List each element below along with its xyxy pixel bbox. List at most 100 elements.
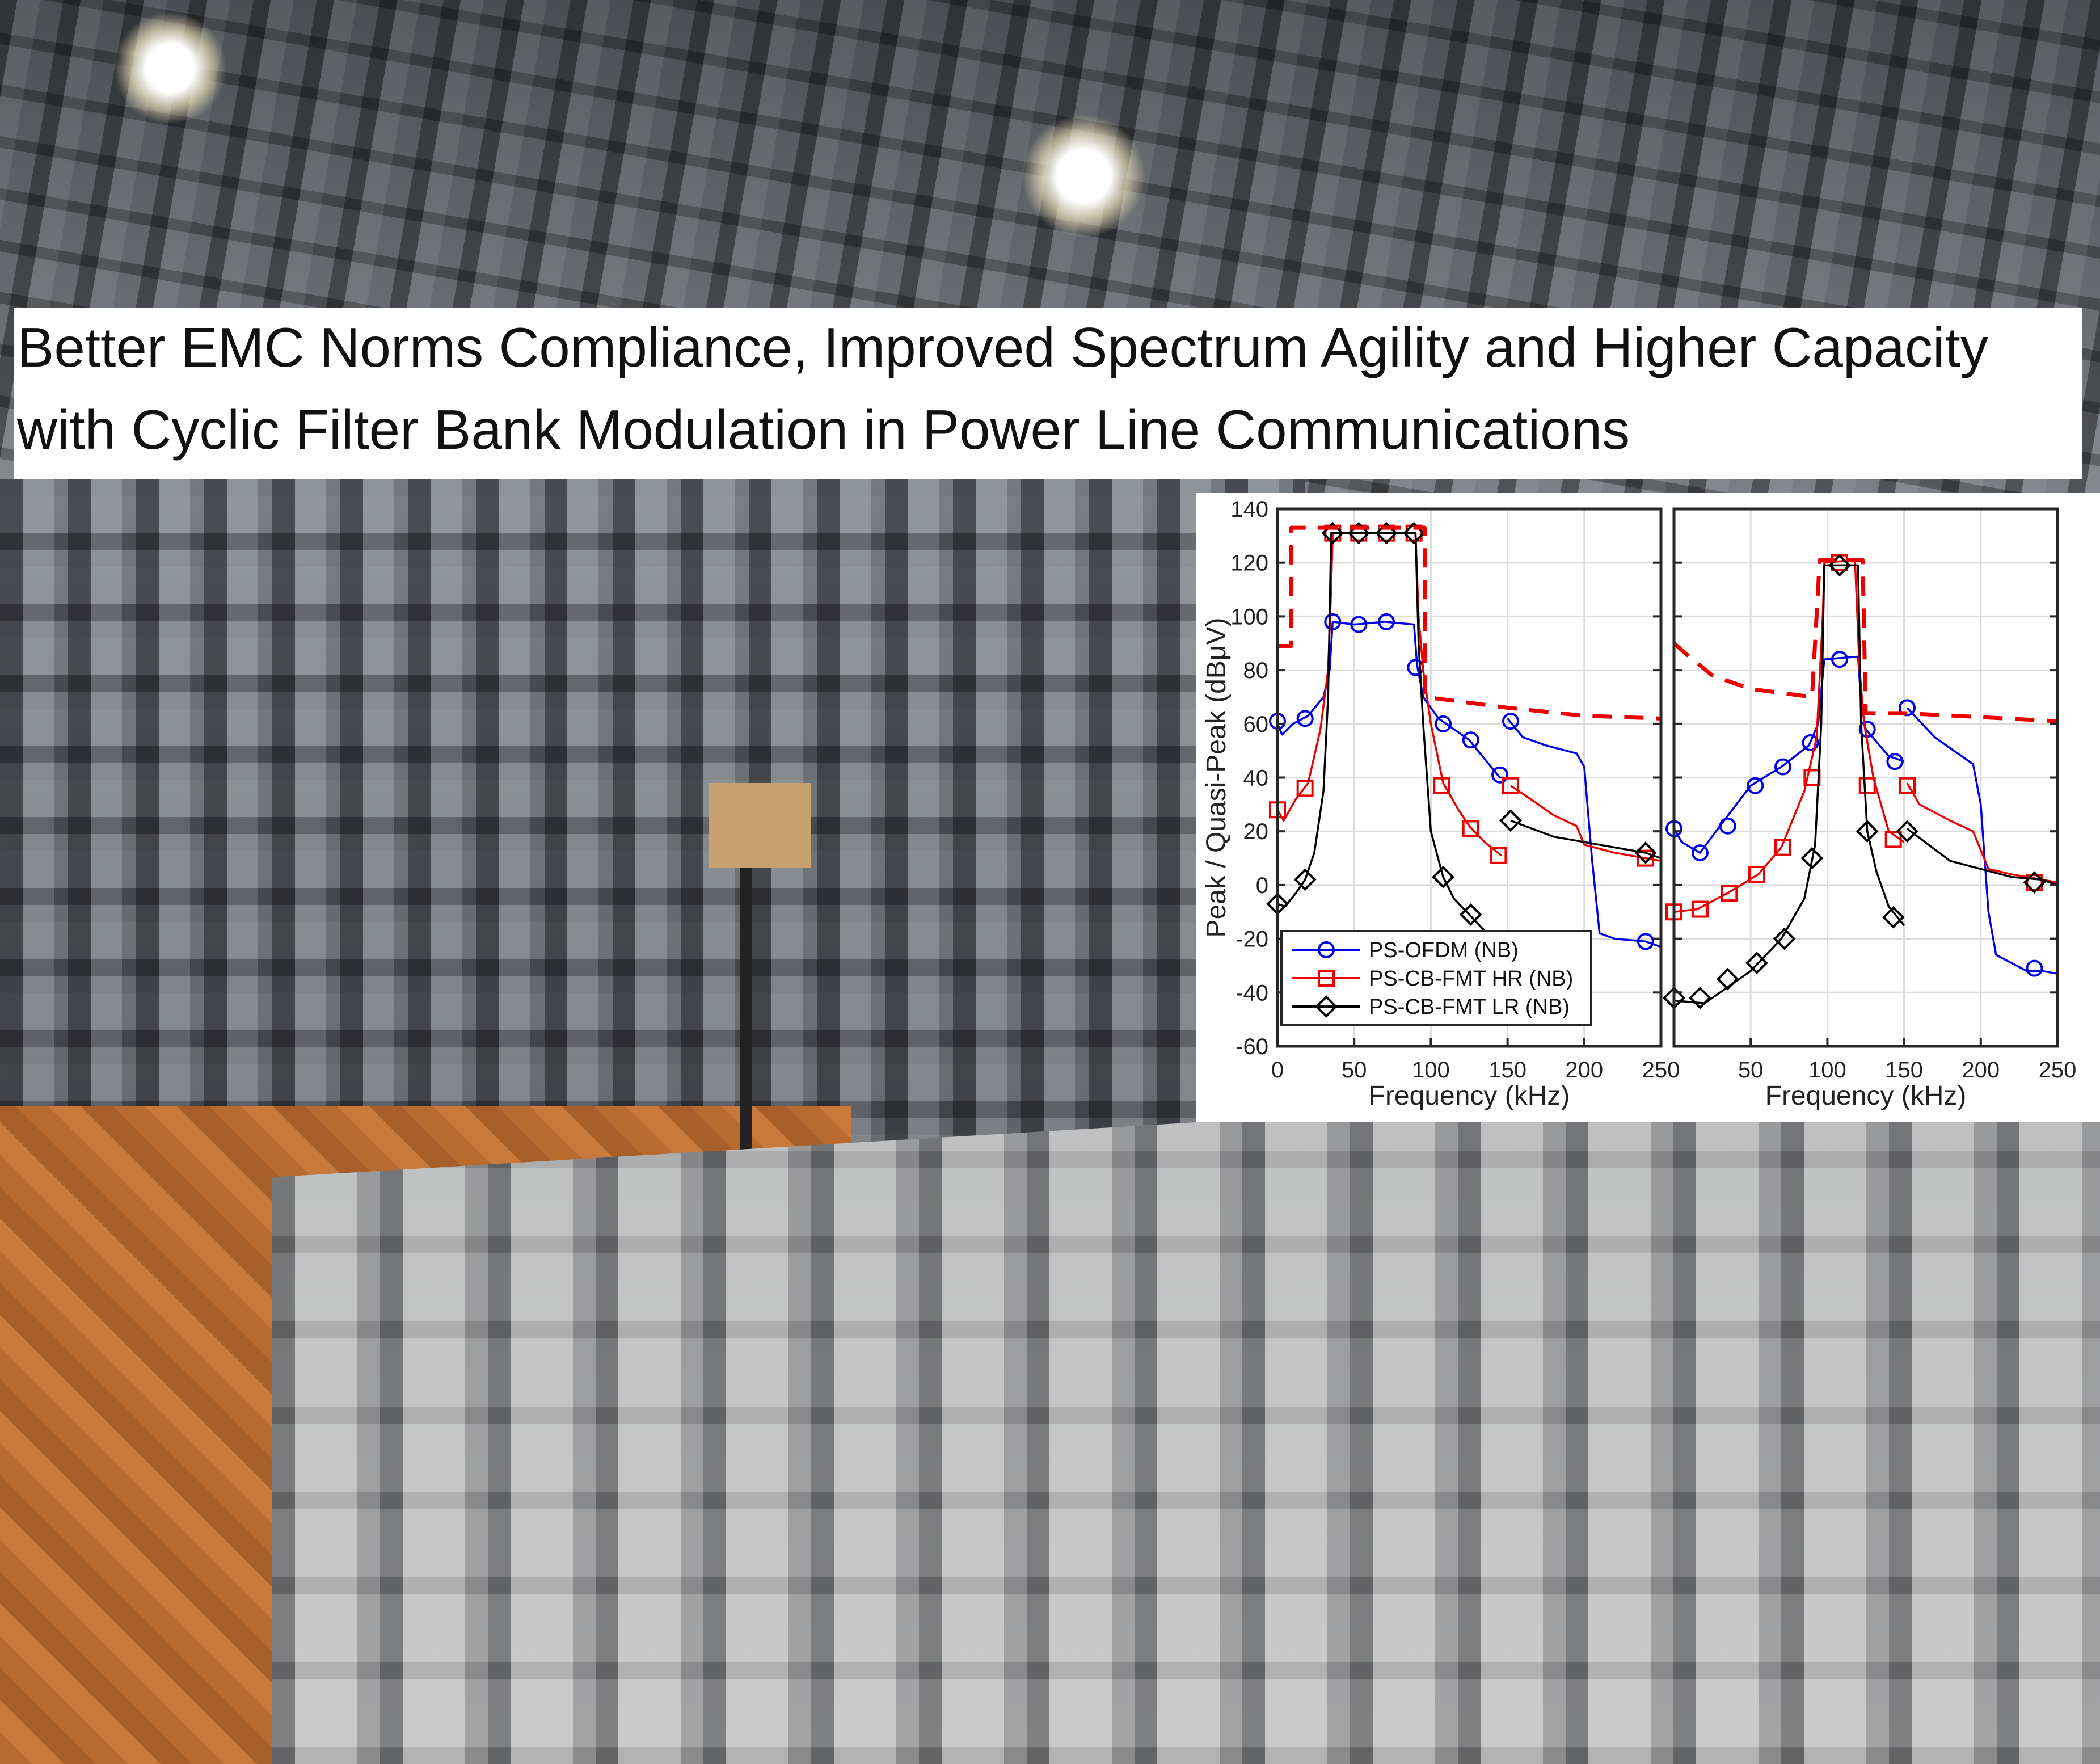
x-tick-label: 150 [1488, 1058, 1526, 1083]
legend-entry-ofdm: PS-OFDM (NB) [1369, 938, 1519, 962]
marker-lr [1856, 820, 1879, 843]
series-line-hr [1276, 532, 1502, 857]
ceiling-lamp [1021, 113, 1146, 238]
legend: PS-OFDM (NB) PS-CB-FMT HR (NB) PS-CB-FMT L… [1280, 930, 1592, 1026]
absorber-cones-photo [272, 1112, 2100, 1764]
marker-lr [1716, 967, 1739, 991]
marker-ofdm [1377, 613, 1395, 630]
y-tick-label: -60 [1235, 1034, 1268, 1059]
marker-lr [2023, 871, 2046, 894]
legend-entry-hr: PS-CB-FMT HR (NB) [1369, 967, 1573, 991]
series-line-ofdm [1276, 621, 1505, 779]
marker-ofdm [1462, 731, 1479, 749]
marker-hr [1884, 831, 1902, 848]
marker-ofdm [1435, 715, 1452, 732]
y-tick-label: 20 [1243, 819, 1269, 844]
antenna-mast [740, 868, 752, 1163]
marker-lr [1459, 903, 1482, 926]
x-tick-label: 50 [1738, 1058, 1764, 1083]
marker-hr [1637, 849, 1654, 867]
marker-ofdm [1886, 753, 1904, 771]
marker-hr [1748, 865, 1766, 883]
antenna [709, 783, 811, 868]
y-tick-label: 100 [1230, 604, 1268, 629]
marker-lr [1499, 809, 1522, 832]
x-tick-label: 200 [1962, 1058, 2000, 1083]
marker-lr [1375, 521, 1398, 545]
series-line-hr [1510, 785, 1662, 862]
x-axis-label: Frequency (kHz) [1765, 1081, 1967, 1111]
x-tick-label: 100 [1808, 1058, 1846, 1083]
marker-lr [1896, 820, 1918, 843]
ceiling-lamp [113, 11, 227, 125]
y-tick-label: 60 [1243, 712, 1269, 737]
y-tick-label: 40 [1243, 766, 1269, 791]
legend-marker-hr [1318, 970, 1335, 987]
marker-lr [1321, 521, 1344, 545]
y-tick-label: -40 [1235, 980, 1268, 1005]
x-tick-label: 250 [1642, 1058, 1680, 1083]
title-banner: Better EMC Norms Compliance, Improved Sp… [14, 308, 2082, 479]
legend-marker-ofdm [1318, 941, 1335, 958]
marker-hr [1490, 847, 1507, 864]
marker-ofdm [1802, 734, 1819, 751]
marker-ofdm [1296, 710, 1314, 727]
marker-hr [1433, 777, 1450, 794]
x-tick-label: 250 [2039, 1058, 2077, 1083]
marker-lr [1293, 868, 1317, 891]
marker-ofdm [1491, 766, 1509, 784]
marker-ofdm [2026, 959, 2043, 977]
marker-ofdm [1637, 933, 1654, 950]
x-tick-label: 0 [1271, 1058, 1284, 1083]
marker-lr [1689, 986, 1711, 1009]
limit-line [1672, 558, 2058, 723]
marker-lr [1347, 521, 1371, 545]
marker-ofdm [1831, 651, 1849, 668]
x-tick-label: 100 [1412, 1058, 1450, 1083]
y-tick-label: -20 [1235, 927, 1268, 952]
title-line-1: Better EMC Norms Compliance, Improved Sp… [17, 316, 1988, 378]
marker-lr [1800, 847, 1824, 870]
y-tick-label: 140 [1230, 497, 1268, 522]
marker-hr [1721, 885, 1738, 902]
marker-lr [1882, 906, 1905, 929]
series-line-lr [1277, 532, 1501, 945]
marker-hr [1774, 839, 1791, 856]
y-axis-label: Peak / Quasi-Peak (dBμV) [1201, 618, 1232, 938]
marker-lr [1402, 521, 1426, 545]
series-line-lr [1906, 828, 2058, 886]
marker-hr [1858, 777, 1876, 794]
y-tick-label: 80 [1243, 658, 1269, 683]
marker-ofdm [1719, 817, 1736, 835]
marker-hr [1296, 780, 1314, 797]
marker-lr [1432, 865, 1454, 889]
marker-hr [1462, 820, 1479, 837]
marker-ofdm [1774, 758, 1791, 776]
x-axis-label: Frequency (kHz) [1369, 1081, 1570, 1111]
legend-marker-lr [1315, 995, 1338, 1018]
marker-hr [1691, 900, 1709, 918]
marker-ofdm [1350, 616, 1368, 633]
marker-hr [2026, 874, 2043, 891]
marker-lr [1773, 927, 1796, 950]
series-line-lr [1673, 564, 1905, 1004]
series-line-ofdm [1906, 707, 2058, 975]
marker-ofdm [1691, 844, 1709, 862]
absorber-wall-photo [0, 479, 1305, 1189]
marker-ofdm [1324, 613, 1342, 630]
marker-lr [1745, 952, 1768, 975]
x-tick-label: 200 [1565, 1058, 1603, 1083]
title-line-2: with Cyclic Filter Bank Modulation in Po… [17, 398, 1630, 461]
x-tick-label: 150 [1885, 1058, 1923, 1083]
y-tick-label: 0 [1256, 873, 1268, 898]
marker-ofdm [1747, 777, 1764, 794]
marker-hr [1899, 777, 1916, 794]
series-line-ofdm [1507, 718, 1662, 948]
limit-line [1277, 525, 1662, 721]
emission-spectrum-chart: 0 50 100 150 200 250 Frequency (kHz) 50 100 150 20… [1196, 493, 2100, 1122]
marker-hr [1502, 777, 1520, 794]
y-tick-label: 120 [1230, 551, 1268, 576]
legend-entry-lr: PS-CB-FMT LR (NB) [1369, 995, 1570, 1019]
marker-lr [1828, 554, 1851, 577]
